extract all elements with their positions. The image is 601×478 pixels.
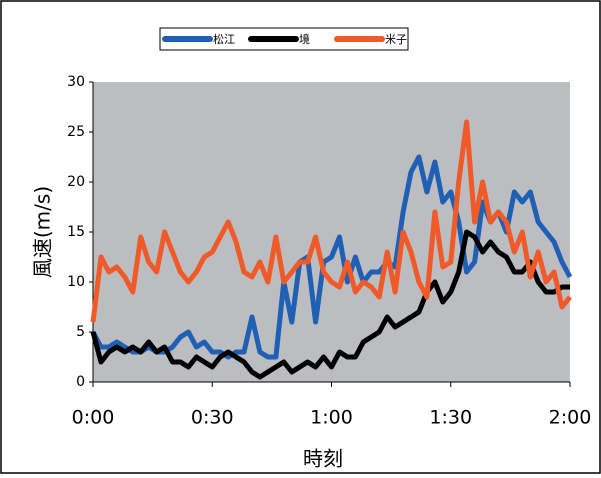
legend-label: 松江	[213, 32, 235, 46]
y-tick-label: 10	[67, 274, 85, 290]
legend-label: 米子	[385, 33, 407, 46]
x-axis-label: 時刻	[303, 447, 343, 471]
y-tick-label: 5	[76, 324, 85, 340]
y-tick-label: 0	[76, 374, 85, 390]
x-tick-label: 0:00	[72, 407, 115, 429]
y-axis-label: 風速(m/s)	[31, 186, 55, 278]
legend-label: 境	[299, 32, 310, 46]
x-tick-label: 1:00	[310, 407, 353, 429]
plot-area	[93, 82, 570, 382]
x-tick-label: 2:00	[549, 407, 592, 429]
x-tick-label: 1:30	[429, 407, 472, 429]
series-line	[90, 229, 570, 380]
y-tick-label: 25	[67, 124, 85, 140]
x-tick-label: 0:30	[191, 407, 234, 429]
series-line	[90, 119, 572, 323]
y-tick-label: 15	[67, 224, 85, 240]
y-tick-label: 20	[67, 174, 85, 190]
y-tick-label: 30	[67, 74, 85, 90]
